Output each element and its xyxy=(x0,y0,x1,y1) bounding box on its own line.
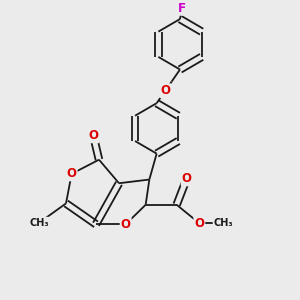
Text: O: O xyxy=(121,218,131,231)
Text: O: O xyxy=(182,172,192,185)
Text: O: O xyxy=(194,217,204,230)
Text: F: F xyxy=(178,2,186,15)
Text: O: O xyxy=(67,167,77,180)
Text: CH₃: CH₃ xyxy=(214,218,233,228)
Text: CH₃: CH₃ xyxy=(29,218,49,228)
Text: O: O xyxy=(88,129,98,142)
Text: O: O xyxy=(160,84,170,97)
